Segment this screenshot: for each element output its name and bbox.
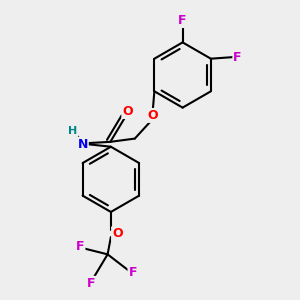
Text: F: F bbox=[233, 51, 242, 64]
Text: F: F bbox=[128, 266, 137, 279]
Text: F: F bbox=[178, 14, 187, 27]
Text: O: O bbox=[147, 109, 158, 122]
Text: F: F bbox=[76, 240, 85, 253]
Text: O: O bbox=[122, 105, 133, 118]
Text: H: H bbox=[68, 126, 77, 136]
Text: O: O bbox=[112, 227, 123, 240]
Text: N: N bbox=[77, 138, 88, 151]
Text: F: F bbox=[87, 277, 96, 290]
